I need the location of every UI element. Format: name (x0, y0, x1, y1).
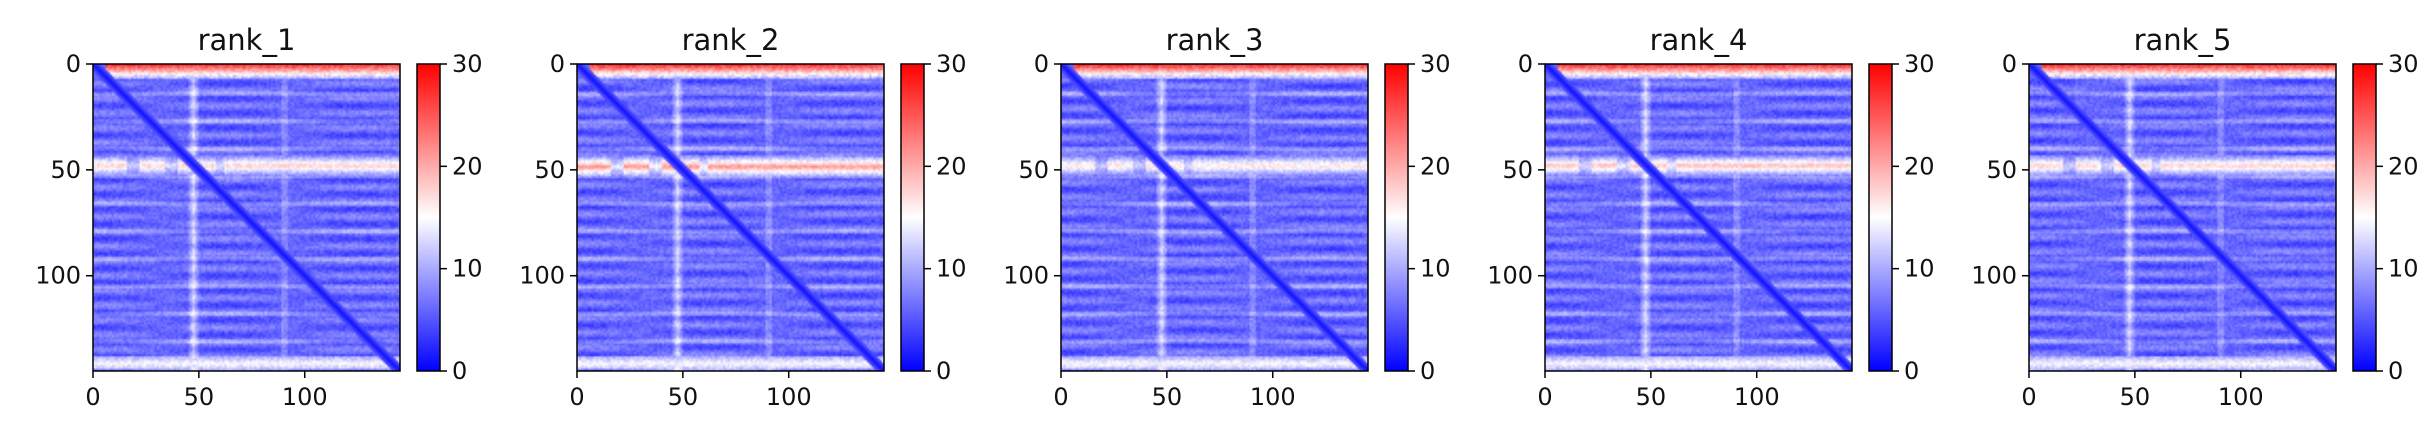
colorbar-frame (2352, 63, 2377, 372)
colorbar-frame (416, 63, 441, 372)
colorbar-tick-label: 30 (936, 50, 967, 78)
heatmap-image (577, 64, 884, 371)
panel-title: rank_1 (198, 23, 296, 57)
x-tick-label: 50 (2120, 383, 2151, 411)
colorbar (1869, 64, 1892, 371)
panel-title: rank_4 (1650, 23, 1748, 57)
y-tick-label: 100 (1003, 262, 1049, 290)
heatmap-frame (1544, 63, 1853, 372)
x-tick-label: 0 (2021, 383, 2036, 411)
colorbar-tick-label: 20 (452, 152, 483, 180)
heatmap-panel-2: rank_2 0 50 100 0 50 100 0 10 20 30 (519, 23, 966, 411)
x-tick-label: 100 (1250, 383, 1296, 411)
heatmap-frame (2028, 63, 2337, 372)
heatmap-image (2029, 64, 2336, 371)
colorbar-tick-label: 10 (1420, 255, 1451, 283)
colorbar-tick-label: 20 (1904, 152, 1935, 180)
y-tick-label: 100 (1971, 262, 2017, 290)
y-tick-label: 0 (66, 50, 81, 78)
x-tick-label: 50 (1152, 383, 1183, 411)
x-tick-label: 50 (1636, 383, 1667, 411)
heatmap-frame (92, 63, 401, 372)
colorbar-tick-label: 10 (452, 255, 483, 283)
heatmap-frame (1060, 63, 1369, 372)
colorbar-tick-label: 20 (936, 152, 967, 180)
colorbar-frame (1384, 63, 1409, 372)
colorbar-tick-label: 0 (1904, 357, 1919, 385)
colorbar-tick-label: 0 (452, 357, 467, 385)
panel-title: rank_2 (682, 23, 780, 57)
x-tick-label: 0 (1053, 383, 1068, 411)
x-tick-label: 0 (85, 383, 100, 411)
heatmap-image (1545, 64, 1852, 371)
heatmap-panel-4: rank_4 0 50 100 0 50 100 0 10 20 30 (1487, 23, 1934, 411)
x-tick-label: 100 (282, 383, 328, 411)
x-tick-label: 100 (2218, 383, 2264, 411)
colorbar-frame (900, 63, 925, 372)
y-tick-label: 0 (1034, 50, 1049, 78)
colorbar-tick-label: 20 (1420, 152, 1451, 180)
colorbar-tick-label: 30 (2388, 50, 2419, 78)
x-tick-label: 0 (569, 383, 584, 411)
heatmap-frame (576, 63, 885, 372)
colorbar (2353, 64, 2376, 371)
colorbar-tick-label: 0 (936, 357, 951, 385)
colorbar-tick-label: 10 (936, 255, 967, 283)
heatmap-panel-1: rank_1 0 50 100 0 50 100 0 10 20 30 (35, 23, 482, 411)
colorbar-tick-label: 30 (1904, 50, 1935, 78)
heatmap-image (1061, 64, 1368, 371)
x-tick-label: 100 (1734, 383, 1780, 411)
y-tick-label: 50 (50, 156, 81, 184)
y-tick-label: 50 (1502, 156, 1533, 184)
y-tick-label: 50 (1986, 156, 2017, 184)
colorbar-tick-label: 10 (1904, 255, 1935, 283)
colorbar-frame (1868, 63, 1893, 372)
x-tick-label: 0 (1537, 383, 1552, 411)
y-tick-label: 100 (519, 262, 565, 290)
x-tick-label: 50 (668, 383, 699, 411)
colorbar-tick-label: 0 (1420, 357, 1435, 385)
y-tick-label: 100 (1487, 262, 1533, 290)
heatmap-panel-5: rank_5 0 50 100 0 50 100 0 10 20 30 (1971, 23, 2418, 411)
colorbar-tick-label: 30 (452, 50, 483, 78)
colorbar-tick-label: 30 (1420, 50, 1451, 78)
y-tick-label: 0 (550, 50, 565, 78)
colorbar (1385, 64, 1408, 371)
y-tick-label: 0 (2002, 50, 2017, 78)
x-tick-label: 50 (184, 383, 215, 411)
y-tick-label: 50 (1018, 156, 1049, 184)
colorbar (417, 64, 440, 371)
colorbar (901, 64, 924, 371)
colorbar-tick-label: 10 (2388, 255, 2419, 283)
y-tick-label: 0 (1518, 50, 1533, 78)
heatmap-image (93, 64, 400, 371)
colorbar-tick-label: 20 (2388, 152, 2419, 180)
panel-title: rank_3 (1166, 23, 1264, 57)
y-tick-label: 100 (35, 262, 81, 290)
panel-title: rank_5 (2134, 23, 2232, 57)
heatmap-panel-3: rank_3 0 50 100 0 50 100 0 10 20 30 (1003, 23, 1450, 411)
x-tick-label: 100 (766, 383, 812, 411)
y-tick-label: 50 (534, 156, 565, 184)
colorbar-tick-label: 0 (2388, 357, 2403, 385)
